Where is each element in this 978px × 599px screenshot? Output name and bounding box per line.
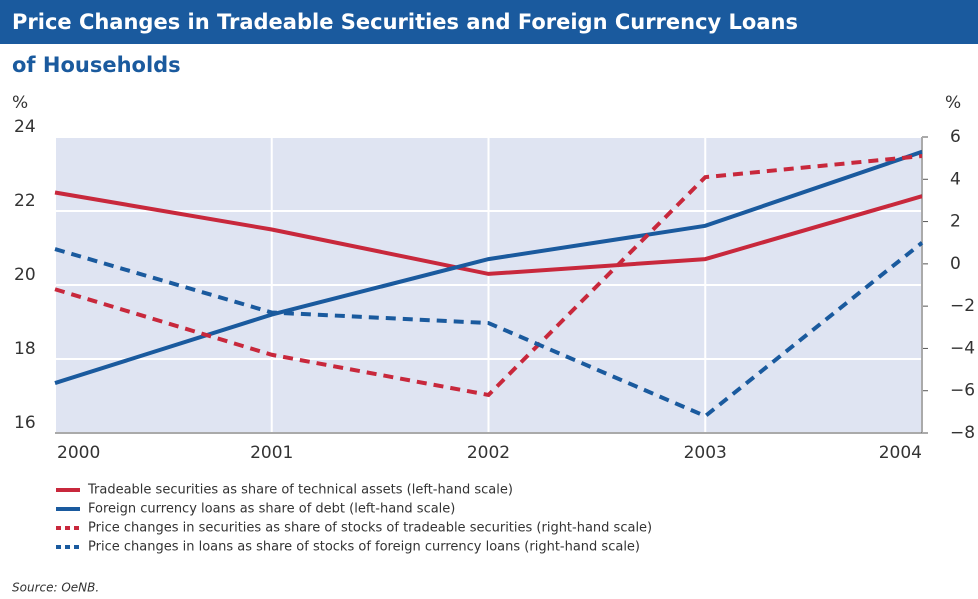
title-banner xyxy=(0,0,978,44)
y2-tick-label: −6 xyxy=(950,381,975,401)
legend-label: Price changes in securities as share of … xyxy=(88,521,652,536)
y-tick-label: 24 xyxy=(14,117,36,137)
y2-tick-label: 4 xyxy=(950,169,961,189)
y2-tick-label: −8 xyxy=(950,423,975,443)
x-tick-label: 2003 xyxy=(684,443,727,463)
y2-tick-label: −4 xyxy=(950,338,975,358)
y-tick-label: 20 xyxy=(14,265,36,285)
y2-axis-label: % xyxy=(945,93,961,113)
series-line xyxy=(54,241,924,419)
chart-title: of Households xyxy=(12,53,181,77)
y-tick-label: 16 xyxy=(14,413,36,433)
legend-label: Tradeable securities as share of technic… xyxy=(87,483,513,498)
series-line xyxy=(54,149,923,385)
y-tick-label: 18 xyxy=(14,339,36,359)
chart-title: Price Changes in Tradeable Securities an… xyxy=(12,10,798,34)
y2-tick-label: 0 xyxy=(950,254,961,274)
x-tick-label: 2001 xyxy=(250,443,293,463)
y2-tick-label: −2 xyxy=(950,296,975,316)
y2-tick-label: 6 xyxy=(950,127,961,147)
series-line xyxy=(54,190,923,276)
x-tick-label: 2004 xyxy=(879,443,922,463)
y-tick-label: 22 xyxy=(14,191,36,211)
y2-tick-label: 2 xyxy=(950,212,961,232)
legend-label: Price changes in loans as share of stock… xyxy=(88,540,640,555)
x-tick-label: 2000 xyxy=(57,443,100,463)
legend-label: Foreign currency loans as share of debt … xyxy=(88,502,455,517)
y-axis-label: % xyxy=(12,93,28,113)
x-tick-label: 2002 xyxy=(467,443,510,463)
source: Source: OeNB. xyxy=(12,581,99,595)
series-line xyxy=(54,154,923,398)
